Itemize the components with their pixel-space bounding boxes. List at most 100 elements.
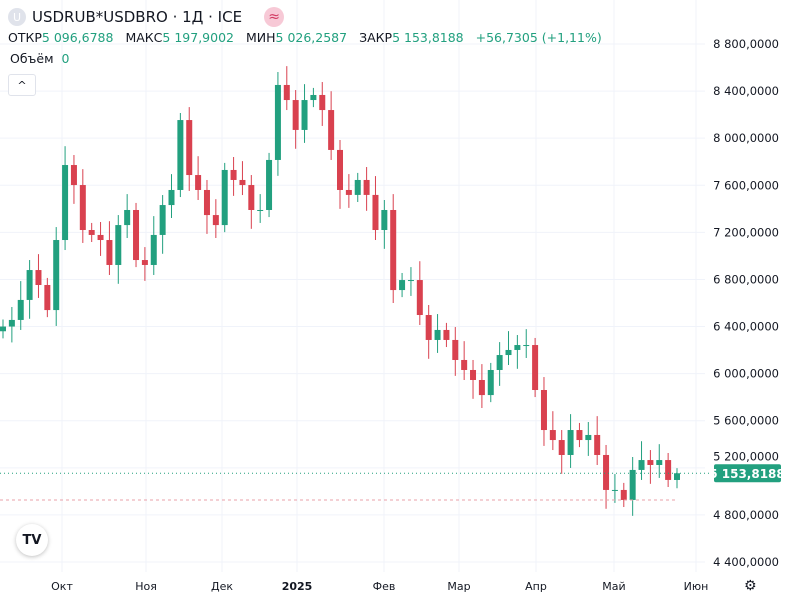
- candle-body: [177, 120, 184, 190]
- symbol-legend: U USDRUB*USDBRO · 1Д · ICE ≈: [8, 7, 285, 27]
- candle-body: [274, 84, 281, 160]
- candle-body: [638, 460, 645, 470]
- candle-body: [443, 329, 450, 340]
- x-tick-label: Ноя: [135, 580, 157, 593]
- candle-body: [97, 234, 104, 241]
- x-tick-label: Мар: [447, 580, 470, 593]
- symbol-logo-icon: U: [8, 8, 26, 26]
- y-tick-label: 4 400,0000: [713, 555, 779, 569]
- open-value: 5 096,6788: [41, 30, 114, 45]
- candle-body: [585, 434, 592, 441]
- candle-body: [594, 434, 601, 455]
- candle-body: [549, 430, 556, 441]
- candle-body: [363, 179, 370, 195]
- candle-body: [239, 179, 246, 186]
- candle-body: [629, 469, 636, 500]
- candle-body: [345, 189, 352, 195]
- y-tick-label: 8 400,0000: [713, 84, 779, 98]
- candle-body: [470, 369, 477, 380]
- candle-body: [487, 369, 494, 396]
- candle-body: [416, 280, 423, 316]
- candle-body: [301, 100, 308, 130]
- y-tick-label: 6 400,0000: [713, 320, 779, 334]
- y-tick-label: 5 600,0000: [713, 414, 779, 428]
- candle-body: [212, 215, 219, 226]
- x-tick-label: 2025: [282, 580, 313, 593]
- candle-body: [168, 189, 175, 206]
- candle-body: [248, 185, 255, 210]
- close-label: ЗАКР: [359, 30, 393, 45]
- candle-body: [35, 270, 42, 285]
- last-price-badge: [714, 464, 781, 483]
- candle-body: [106, 240, 113, 265]
- ohlc-values: ОТКР5 096,6788 МАКС5 197,9002 МИН5 026,2…: [8, 30, 610, 45]
- candle-body: [26, 270, 33, 300]
- volume-value: 0: [61, 51, 70, 66]
- candle-body: [70, 165, 77, 186]
- candle-body: [514, 345, 521, 350]
- close-value: 5 153,8188: [392, 30, 464, 45]
- candle-body: [62, 165, 69, 241]
- candle-body: [478, 379, 485, 396]
- candle-body: [221, 169, 228, 226]
- symbol-title[interactable]: USDRUB*USDBRO · 1Д · ICE: [32, 8, 243, 26]
- candle-body: [88, 230, 95, 235]
- x-tick-label: Окт: [51, 580, 73, 593]
- settings-icon[interactable]: ⚙: [744, 578, 757, 594]
- x-tick-label: Апр: [525, 580, 547, 593]
- x-tick-label: Фев: [373, 580, 396, 593]
- candle-body: [656, 460, 663, 465]
- candle-body: [620, 489, 627, 500]
- candle-body: [461, 359, 468, 370]
- open-label: ОТКР: [8, 30, 42, 45]
- y-tick-label: 8 000,0000: [713, 131, 779, 145]
- indicator-wave-icon[interactable]: ≈: [264, 7, 285, 27]
- candle-body: [603, 454, 610, 490]
- candle-body: [141, 260, 148, 265]
- candle-body: [319, 94, 326, 111]
- candle-body: [452, 339, 459, 360]
- chevron-up-icon: ^: [17, 78, 27, 92]
- x-tick-label: Июн: [684, 580, 709, 593]
- low-label: МИН: [245, 30, 276, 45]
- candle-body: [186, 120, 193, 176]
- candle-body: [195, 175, 202, 190]
- candle-body: [0, 326, 6, 332]
- candle-body: [79, 185, 86, 231]
- candle-body: [230, 169, 237, 180]
- last-price-label: 5 153,8188: [709, 467, 785, 481]
- y-tick-label: 7 200,0000: [713, 225, 779, 239]
- candle-body: [266, 159, 273, 210]
- candle-body: [532, 345, 539, 391]
- candle-body: [159, 205, 166, 235]
- candle-body: [354, 179, 361, 195]
- candle-body: [257, 209, 264, 211]
- x-tick-label: Май: [602, 580, 625, 593]
- candle-body: [133, 209, 140, 261]
- collapse-legend-button[interactable]: ^: [8, 74, 36, 96]
- candle-body: [310, 94, 317, 101]
- candle-body: [203, 189, 210, 216]
- candle-body: [292, 100, 299, 130]
- candle-body: [647, 460, 654, 465]
- candle-body: [611, 489, 618, 491]
- candle-body: [665, 460, 672, 480]
- candle-body: [496, 355, 503, 370]
- high-label: МАКС: [125, 30, 163, 45]
- tradingview-logo[interactable]: TV: [16, 524, 48, 556]
- candle-body: [17, 299, 24, 320]
- candle-body: [425, 315, 432, 340]
- y-tick-label: 7 600,0000: [713, 178, 779, 192]
- candle-body: [53, 240, 60, 311]
- candle-body: [576, 430, 583, 441]
- y-tick-label: 8 800,0000: [713, 37, 779, 51]
- y-tick-label: 6 800,0000: [713, 272, 779, 286]
- candle-body: [567, 430, 574, 455]
- candle-body: [399, 280, 406, 291]
- candle-body: [372, 194, 379, 231]
- candle-body: [115, 225, 122, 265]
- candle-body: [44, 284, 51, 311]
- candle-body: [434, 329, 441, 340]
- volume-label: Объём: [10, 51, 54, 66]
